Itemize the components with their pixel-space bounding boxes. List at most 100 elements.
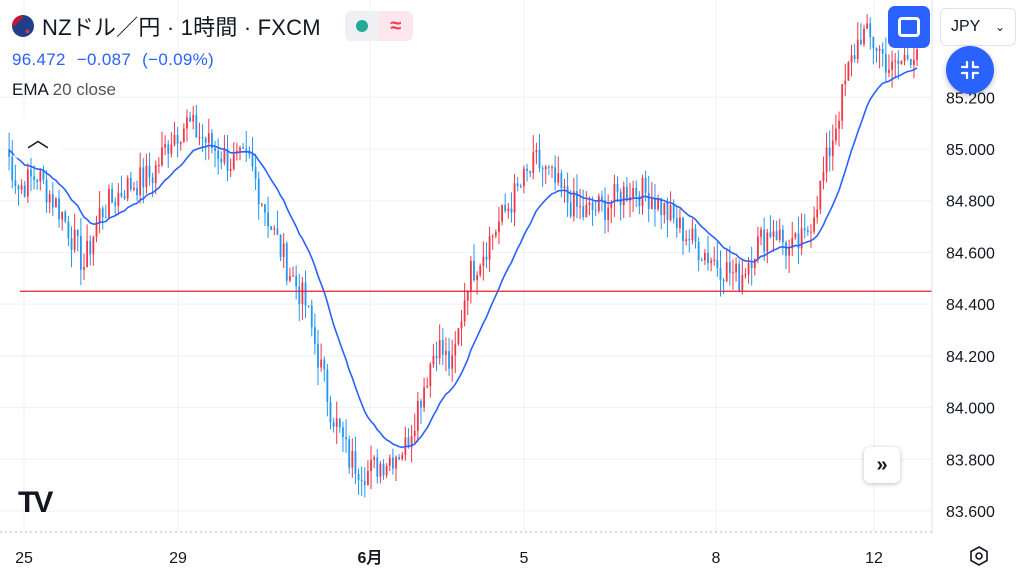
time-axis[interactable] <box>0 532 1024 576</box>
green-dot-icon[interactable] <box>344 11 379 41</box>
candle <box>139 152 142 204</box>
candle <box>806 225 809 236</box>
candle <box>647 175 650 223</box>
candle <box>488 226 491 272</box>
candle <box>264 204 266 227</box>
candle <box>76 229 79 252</box>
indicator-legend[interactable]: EMA 20 close <box>12 80 413 100</box>
chevron-up-icon[interactable]: ︿ <box>14 118 62 158</box>
candle <box>547 165 550 176</box>
candle <box>92 235 95 266</box>
tradingview-logo[interactable]: TV <box>18 486 53 519</box>
chevron-down-icon: ⌄ <box>994 20 1005 34</box>
candle <box>23 181 26 198</box>
candle <box>891 50 893 88</box>
candle <box>298 274 301 322</box>
candle <box>725 249 728 283</box>
candle <box>61 211 64 231</box>
candle <box>42 165 45 185</box>
fullscreen-frame-icon[interactable] <box>888 6 930 48</box>
candle <box>607 194 610 233</box>
symbol-title-row[interactable]: NZドル／円 · 1時間 · FXCM ≈ <box>12 10 413 42</box>
candle <box>51 182 54 217</box>
candle <box>332 417 335 433</box>
minimize-arrows-icon[interactable] <box>946 46 994 94</box>
candle <box>510 192 513 223</box>
candle <box>835 114 837 145</box>
candle <box>179 141 182 151</box>
candle <box>420 398 422 424</box>
currency-select[interactable]: JPY ⌄ <box>940 8 1016 46</box>
candle <box>863 24 865 47</box>
candle <box>884 37 887 83</box>
candle <box>329 395 332 430</box>
candle <box>48 190 51 214</box>
candle <box>186 109 188 142</box>
candle <box>413 413 416 444</box>
candle <box>120 175 123 198</box>
y-tick-label: 85.200 <box>946 90 995 107</box>
candle <box>707 235 709 271</box>
candle <box>757 226 759 264</box>
candle <box>164 135 167 156</box>
candle <box>326 364 329 417</box>
candle <box>597 193 600 214</box>
candle <box>451 339 454 382</box>
candle <box>613 174 616 217</box>
wave-icon[interactable]: ≈ <box>378 11 413 41</box>
candle <box>267 196 269 239</box>
candle <box>557 156 560 186</box>
candle <box>516 177 519 192</box>
candle <box>385 463 388 479</box>
candle <box>697 237 700 272</box>
candle <box>45 170 48 213</box>
candle <box>897 50 900 80</box>
candle <box>148 152 151 186</box>
candle <box>136 180 138 201</box>
candle <box>856 22 859 64</box>
candle <box>26 163 29 203</box>
candle <box>204 136 207 161</box>
candle <box>20 179 23 195</box>
candle <box>310 299 313 337</box>
price-axis[interactable] <box>932 0 1024 576</box>
candle <box>582 189 585 221</box>
x-tick-label: 12 <box>865 550 883 567</box>
candle <box>426 377 429 389</box>
candle <box>894 52 897 79</box>
candle <box>591 196 594 226</box>
minimize-glyph <box>960 60 980 80</box>
candle <box>282 233 285 269</box>
candle <box>635 180 638 208</box>
price-row: 96.472 −0.087 (−0.09%) <box>12 50 413 70</box>
candle <box>507 203 510 219</box>
candle <box>435 341 438 372</box>
candle <box>466 290 469 315</box>
candle <box>104 204 107 219</box>
candle <box>735 257 737 282</box>
candle <box>682 216 684 255</box>
candle <box>700 257 703 262</box>
market-status[interactable]: ≈ <box>344 11 413 41</box>
symbol-title[interactable]: NZドル／円 · 1時間 · FXCM <box>42 15 321 40</box>
candle <box>732 259 734 290</box>
candle <box>513 174 516 227</box>
candle <box>170 132 173 158</box>
candle <box>220 151 223 170</box>
x-tick-label: 5 <box>520 550 529 567</box>
candle <box>423 377 425 412</box>
candle <box>532 135 535 180</box>
double-chevron-right-icon[interactable]: » <box>864 447 900 483</box>
candle <box>295 265 298 300</box>
candle <box>395 455 397 481</box>
candle <box>67 215 70 247</box>
candle <box>338 418 341 434</box>
candle <box>554 155 557 191</box>
candle <box>485 242 488 269</box>
candle <box>123 189 126 201</box>
candle <box>270 226 273 231</box>
candle <box>663 202 666 224</box>
gear-hex-icon[interactable] <box>966 543 992 569</box>
candle <box>388 454 391 472</box>
